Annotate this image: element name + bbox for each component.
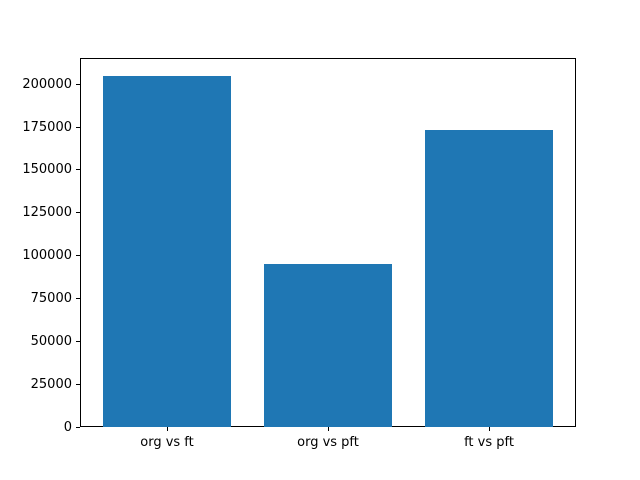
x-tick-label: ft vs pft (464, 435, 514, 450)
y-tick-label: 200000 (22, 76, 72, 92)
x-tick-label: org vs ft (140, 435, 194, 450)
y-tick-label: 100000 (22, 248, 72, 264)
y-tick-mark (76, 169, 80, 171)
x-tick-mark (488, 427, 490, 431)
y-tick-label: 25000 (30, 376, 72, 392)
y-tick-mark (76, 83, 80, 85)
bar-org-vs-pft (263, 264, 393, 427)
y-tick-mark (76, 340, 80, 342)
y-tick-mark (76, 297, 80, 299)
y-tick-mark (76, 426, 80, 428)
y-tick-label: 125000 (22, 205, 72, 221)
bar-ft-vs-pft (424, 130, 554, 427)
y-tick-label: 0 (63, 419, 72, 435)
y-tick-label: 75000 (30, 290, 72, 306)
y-tick-mark (76, 383, 80, 385)
y-tick-label: 150000 (22, 162, 72, 178)
y-tick-label: 50000 (30, 333, 72, 349)
y-tick-mark (76, 126, 80, 128)
x-tick-mark (166, 427, 168, 431)
y-tick-mark (76, 255, 80, 257)
x-tick-mark (327, 427, 329, 431)
x-tick-label: org vs pft (297, 435, 359, 450)
bar-org-vs-ft (102, 75, 232, 427)
y-tick-mark (76, 212, 80, 214)
y-tick-label: 175000 (22, 119, 72, 135)
